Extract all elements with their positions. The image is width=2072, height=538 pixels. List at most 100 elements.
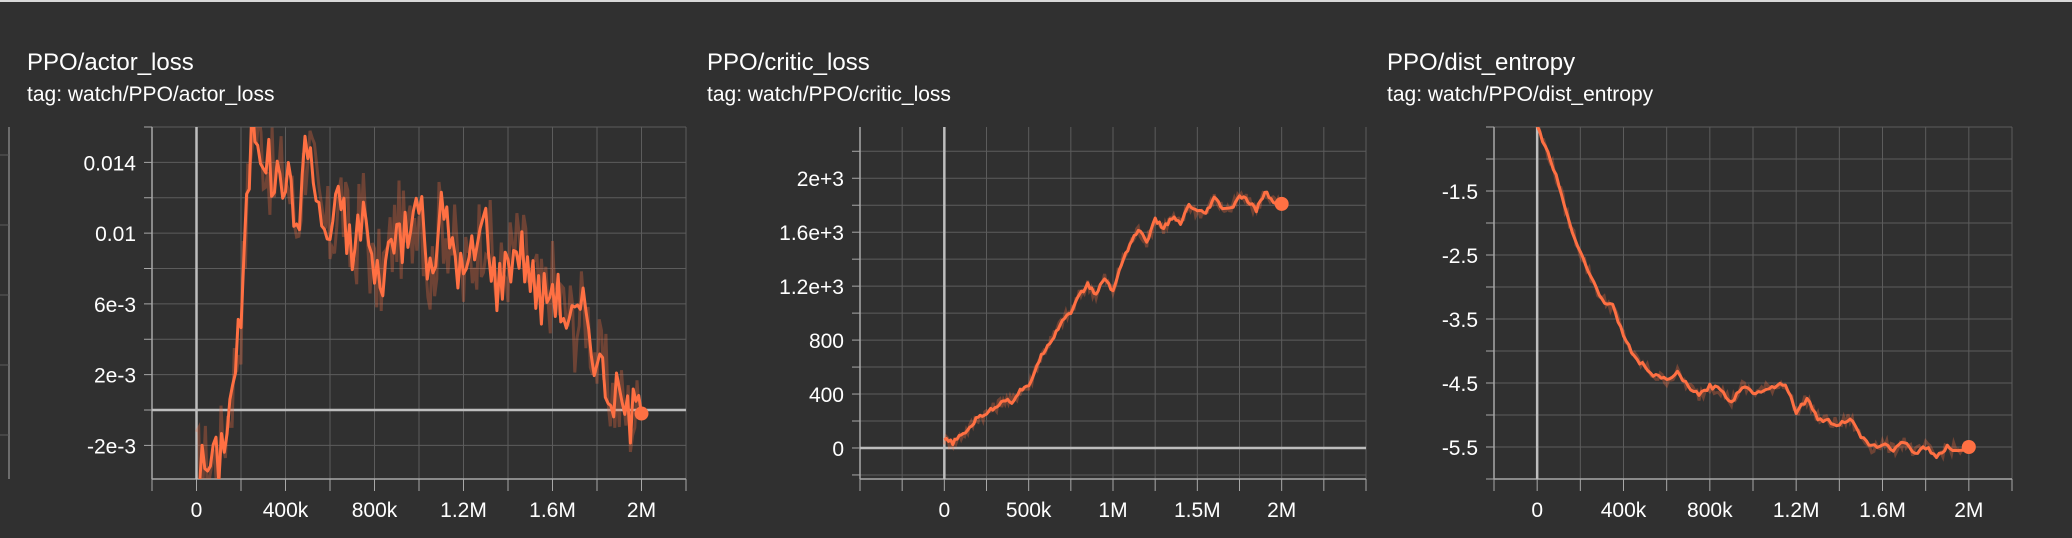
y-tick-label: 0.01 — [95, 223, 136, 246]
data-point — [1914, 452, 1916, 454]
data-point — [1676, 372, 1678, 374]
data-point — [1612, 305, 1614, 307]
top-divider — [0, 0, 2072, 2]
x-tick-label: 800k — [352, 499, 398, 522]
data-point — [407, 244, 409, 246]
data-point — [1665, 379, 1667, 381]
data-point — [396, 223, 398, 225]
data-point — [618, 402, 620, 404]
data-point — [1120, 262, 1122, 264]
data-point — [518, 244, 520, 246]
y-tick-label: 0 — [832, 438, 844, 461]
data-point — [1196, 211, 1198, 213]
data-point — [1817, 417, 1819, 419]
series-end-marker[interactable] — [1961, 440, 1976, 454]
chart-title: PPO/critic_loss — [707, 49, 870, 76]
data-point — [1644, 366, 1646, 368]
data-point — [418, 189, 420, 191]
data-point — [1558, 183, 1560, 185]
data-point — [1087, 284, 1089, 286]
data-point — [1935, 455, 1937, 457]
y-tick-label: 800 — [809, 330, 844, 353]
chart-title: PPO/actor_loss — [27, 49, 194, 76]
x-tick-label: 1.6M — [1859, 499, 1906, 522]
data-point — [1061, 319, 1063, 321]
data-point — [1881, 443, 1883, 445]
data-point — [1795, 411, 1797, 413]
data-point — [1162, 227, 1164, 229]
data-point — [596, 359, 598, 361]
data-point — [1146, 240, 1148, 242]
data-point — [462, 280, 464, 282]
series-group — [195, 117, 643, 479]
data-point — [1687, 385, 1689, 387]
data-point — [218, 458, 220, 460]
data-point — [251, 117, 253, 119]
data-point — [195, 469, 197, 471]
data-point — [994, 406, 996, 408]
y-tick-label: 1.2e+3 — [779, 276, 844, 299]
data-point — [1027, 386, 1029, 388]
data-point — [1238, 195, 1240, 197]
data-point — [1154, 219, 1156, 221]
data-point — [1044, 347, 1046, 349]
chart-panel-1: PPO/actor_loss tag: watch/PPO/actor_loss -… — [27, 49, 687, 522]
series-line — [1536, 127, 1970, 460]
x-tick-label: 800k — [1687, 499, 1733, 522]
data-point — [607, 386, 609, 388]
y-tick-label: -1.5 — [1442, 181, 1478, 204]
data-point — [384, 264, 386, 266]
series-end-marker[interactable] — [634, 406, 649, 421]
chart-title: PPO/dist_entropy — [1387, 49, 1575, 76]
data-point — [1078, 294, 1080, 296]
series-raw-line — [1536, 127, 1968, 462]
x-tick-label: 1M — [1098, 499, 1127, 522]
y-tick-label: -3.5 — [1442, 309, 1478, 332]
data-point — [440, 211, 442, 213]
data-point — [1903, 439, 1905, 441]
chart-subtitle: tag: watch/PPO/critic_loss — [707, 83, 951, 106]
data-point — [1221, 207, 1223, 209]
x-tick-label: 2M — [1267, 499, 1296, 522]
data-point — [1730, 401, 1732, 403]
data-point — [373, 281, 375, 283]
x-tick-label: 1.2M — [1773, 499, 1820, 522]
data-point — [529, 271, 531, 273]
y-tick-label: -2.5 — [1442, 245, 1478, 268]
data-point — [1838, 423, 1840, 425]
data-point — [318, 216, 320, 218]
series-raw-line — [195, 127, 641, 479]
data-point — [985, 412, 987, 414]
data-point — [1036, 363, 1038, 365]
x-tick-label: 0 — [1531, 499, 1543, 522]
data-point — [1924, 446, 1926, 448]
series-line — [198, 127, 643, 479]
series-end-marker[interactable] — [1274, 196, 1289, 211]
data-point — [585, 308, 587, 310]
x-tick-label: 1.5M — [1174, 499, 1221, 522]
data-point — [451, 241, 453, 243]
data-point — [1719, 388, 1721, 390]
data-point — [1860, 436, 1862, 438]
data-point — [1264, 191, 1266, 193]
data-point — [507, 258, 509, 260]
y-tick-label: -2e-3 — [87, 435, 136, 458]
x-tick-label: 1.6M — [529, 499, 576, 522]
data-point — [562, 310, 564, 312]
data-point — [1230, 208, 1232, 210]
data-point — [1536, 126, 1538, 128]
y-tick-label: 2e-3 — [94, 365, 136, 388]
data-point — [977, 416, 979, 418]
data-point — [1272, 200, 1274, 202]
data-point — [1137, 228, 1139, 230]
data-point — [1806, 398, 1808, 400]
data-point — [1892, 449, 1894, 451]
x-tick-label: 400k — [1601, 499, 1647, 522]
data-point — [1095, 293, 1097, 295]
data-point — [1741, 385, 1743, 387]
data-point — [1053, 335, 1055, 337]
y-tick-label: 400 — [809, 384, 844, 407]
y-tick-label: -5.5 — [1442, 437, 1478, 460]
x-tick-label: 0 — [191, 499, 203, 522]
data-point — [540, 301, 542, 303]
